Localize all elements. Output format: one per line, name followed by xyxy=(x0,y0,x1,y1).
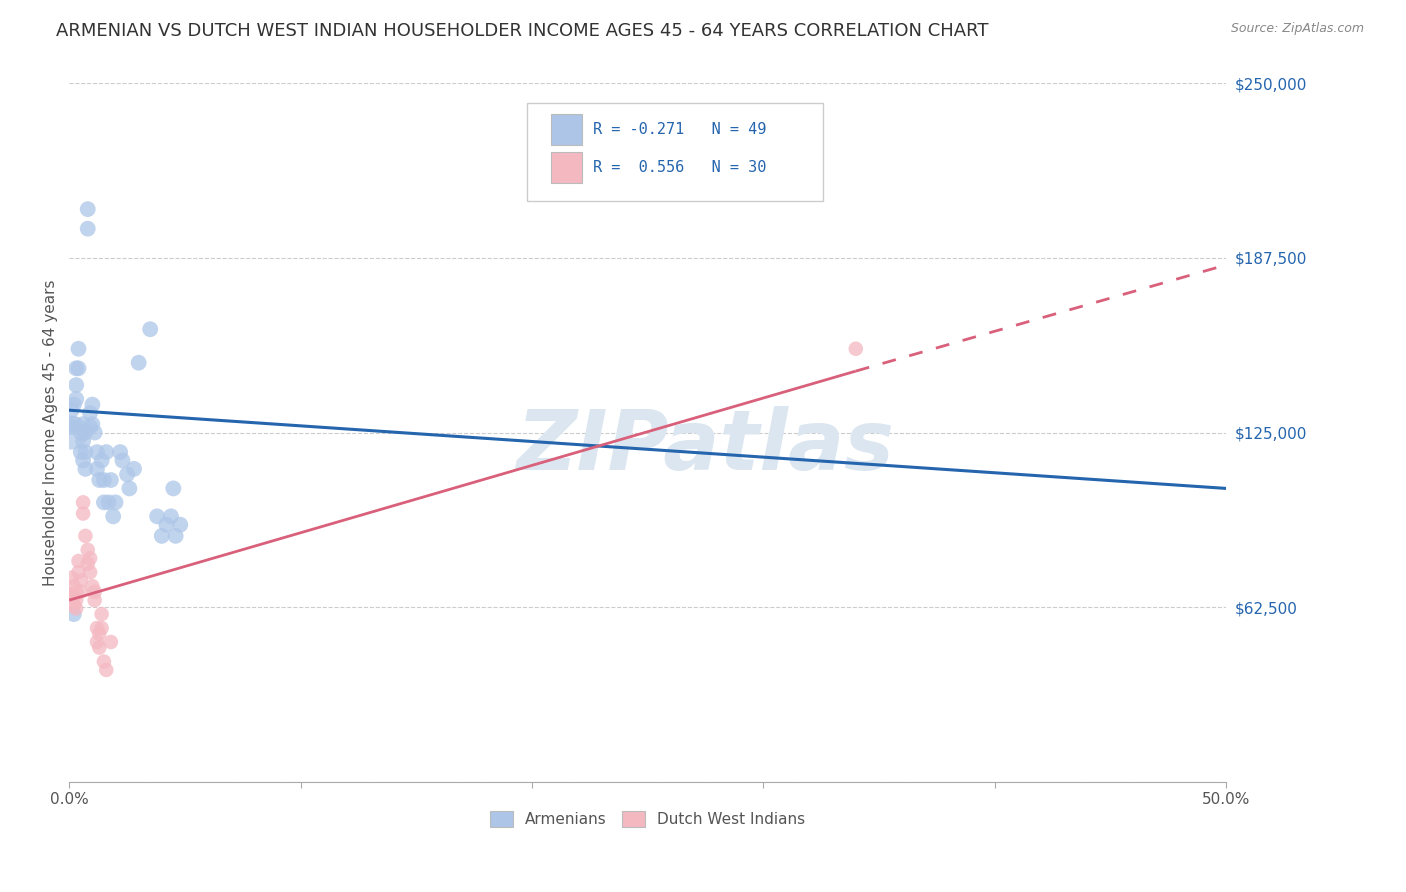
Point xyxy=(76,221,98,235)
Point xyxy=(69,584,91,599)
Point xyxy=(79,551,101,566)
Point xyxy=(65,584,87,599)
Point xyxy=(75,445,97,459)
Point xyxy=(63,398,86,412)
Point xyxy=(86,621,108,635)
Point xyxy=(103,509,125,524)
Text: Source: ZipAtlas.com: Source: ZipAtlas.com xyxy=(1230,22,1364,36)
Y-axis label: Householder Income Ages 45 - 64 years: Householder Income Ages 45 - 64 years xyxy=(44,279,58,586)
Point xyxy=(69,425,91,440)
Point xyxy=(72,495,94,509)
Point xyxy=(83,584,105,599)
Point xyxy=(118,482,141,496)
Point xyxy=(96,445,118,459)
Point xyxy=(100,635,122,649)
Point xyxy=(82,398,104,412)
Point xyxy=(75,529,97,543)
Point xyxy=(128,356,150,370)
Point xyxy=(115,467,138,482)
Point xyxy=(97,495,120,509)
Point xyxy=(72,417,94,432)
Point xyxy=(160,509,183,524)
Point xyxy=(86,445,108,459)
Point xyxy=(150,529,173,543)
Point xyxy=(155,517,177,532)
Point xyxy=(75,462,97,476)
Point xyxy=(67,565,90,579)
Point xyxy=(93,655,115,669)
Text: ARMENIAN VS DUTCH WEST INDIAN HOUSEHOLDER INCOME AGES 45 - 64 YEARS CORRELATION : ARMENIAN VS DUTCH WEST INDIAN HOUSEHOLDE… xyxy=(56,22,988,40)
Point xyxy=(89,626,111,640)
Point xyxy=(93,495,115,509)
Point xyxy=(65,361,87,376)
Point xyxy=(60,425,83,440)
Point xyxy=(79,406,101,420)
Point xyxy=(89,640,111,655)
Point xyxy=(104,495,127,509)
Point xyxy=(67,361,90,376)
Point xyxy=(122,462,145,476)
Point xyxy=(63,579,86,593)
Point xyxy=(69,445,91,459)
Point xyxy=(96,663,118,677)
Point xyxy=(165,529,187,543)
Point xyxy=(90,453,112,467)
Point xyxy=(86,635,108,649)
Point xyxy=(139,322,162,336)
Point xyxy=(60,403,83,417)
Text: R = -0.271   N = 49: R = -0.271 N = 49 xyxy=(593,122,766,136)
Point xyxy=(76,202,98,216)
Point xyxy=(67,342,90,356)
Point xyxy=(108,445,131,459)
Point xyxy=(162,482,184,496)
Point xyxy=(169,517,191,532)
Point xyxy=(72,434,94,448)
Point xyxy=(65,601,87,615)
Point xyxy=(63,599,86,613)
Point xyxy=(63,591,86,605)
Legend: Armenians, Dutch West Indians: Armenians, Dutch West Indians xyxy=(484,805,811,833)
Point xyxy=(65,392,87,406)
Point xyxy=(69,574,91,588)
Point xyxy=(63,417,86,432)
Point xyxy=(72,507,94,521)
Point xyxy=(90,621,112,635)
Point xyxy=(86,462,108,476)
Point xyxy=(60,588,83,602)
Point xyxy=(82,579,104,593)
Point xyxy=(76,557,98,571)
Point xyxy=(60,420,83,434)
Text: ZIPatlas: ZIPatlas xyxy=(516,406,894,487)
Point xyxy=(93,473,115,487)
Point xyxy=(146,509,169,524)
Point xyxy=(63,607,86,621)
Point xyxy=(76,542,98,557)
Point xyxy=(845,342,868,356)
Point xyxy=(89,473,111,487)
Point xyxy=(111,453,134,467)
Text: R =  0.556   N = 30: R = 0.556 N = 30 xyxy=(593,161,766,175)
Point xyxy=(67,554,90,568)
Point xyxy=(79,420,101,434)
Point xyxy=(79,565,101,579)
Point xyxy=(65,378,87,392)
Point xyxy=(100,473,122,487)
Point xyxy=(83,593,105,607)
Point xyxy=(72,453,94,467)
Point xyxy=(60,571,83,585)
Point xyxy=(65,593,87,607)
Point xyxy=(83,425,105,440)
Point xyxy=(90,607,112,621)
Point xyxy=(82,417,104,432)
Point xyxy=(75,425,97,440)
